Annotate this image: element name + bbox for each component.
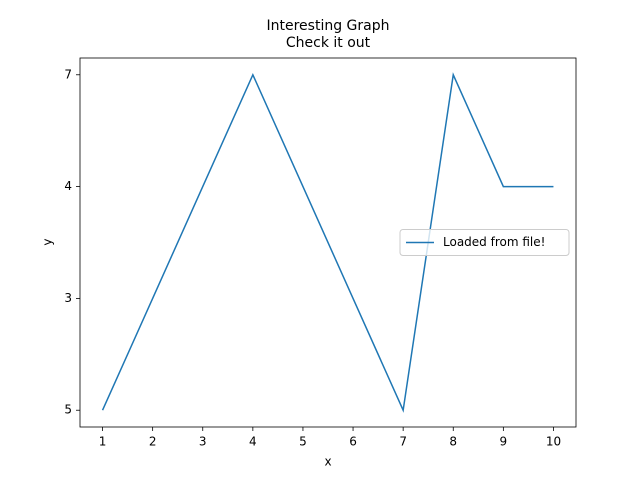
plot-frame <box>79 57 577 428</box>
y-tick-label: 3 <box>64 291 72 305</box>
x-tick-label: 5 <box>299 435 307 449</box>
x-tick-label: 2 <box>149 435 157 449</box>
data-line <box>101 72 554 413</box>
chart-subtitle: Check it out <box>286 35 371 51</box>
y-tick-label: 7 <box>64 67 72 81</box>
x-tick-label: 6 <box>349 435 357 449</box>
legend-box <box>399 229 570 256</box>
y-tick-label: 5 <box>64 403 72 417</box>
x-tick-label: 7 <box>399 435 407 449</box>
legend-label: Loaded from file! <box>443 235 545 249</box>
x-axis-label: x <box>324 455 331 469</box>
x-tick-label: 9 <box>500 435 508 449</box>
x-tick-label: 3 <box>199 435 207 449</box>
x-tick-label: 10 <box>546 435 561 449</box>
y-tick-label: 4 <box>64 179 72 193</box>
x-tick-label: 4 <box>249 435 257 449</box>
chart-title: Interesting Graph <box>267 18 390 34</box>
y-axis-label: y <box>41 238 55 245</box>
x-tick-label: 8 <box>449 435 457 449</box>
x-tick-label: 1 <box>99 435 107 449</box>
